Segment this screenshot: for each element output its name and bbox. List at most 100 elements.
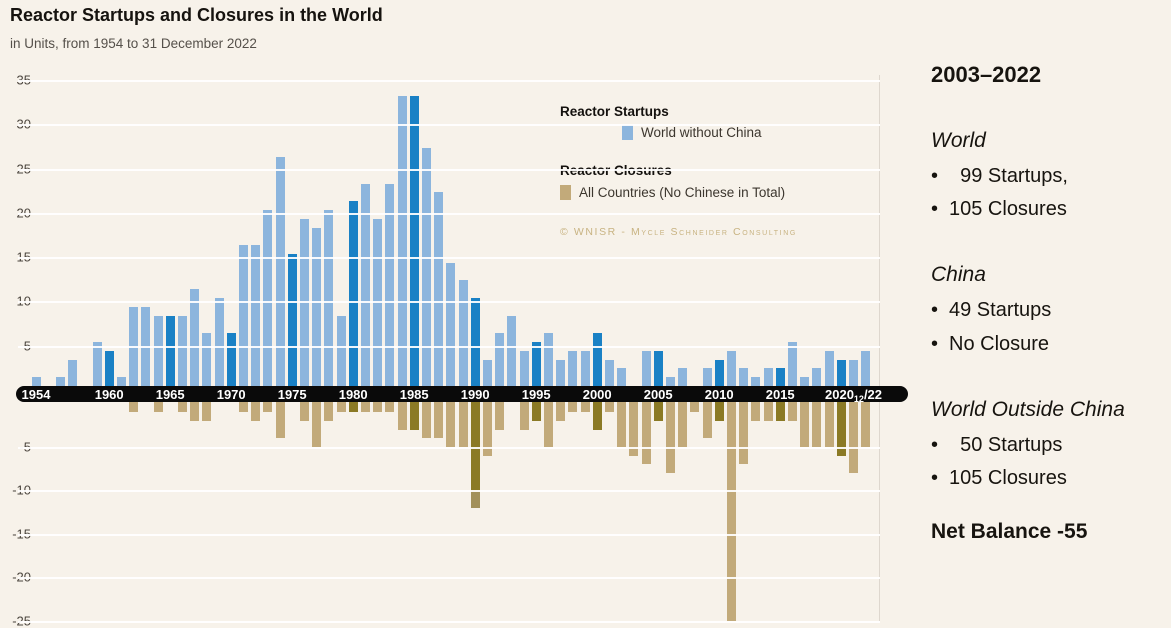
startup-bar-1996: [543, 333, 553, 386]
closure-bar-1988: [446, 402, 456, 447]
startup-bar-1979: [336, 315, 346, 386]
closure-bar-1986: [421, 402, 431, 439]
startup-bar-2005: [653, 350, 663, 386]
closure-bar-1978: [324, 402, 334, 421]
startup-bar-2012: [739, 368, 749, 386]
side-panel-period: 2003–2022: [931, 62, 1042, 87]
startup-bar-1997: [556, 359, 566, 386]
startup-bar-1986: [421, 148, 431, 386]
x-tick-1965: 1965: [155, 386, 185, 402]
closure-bar-1964: [153, 402, 163, 413]
startup-bar-1971: [238, 245, 248, 386]
startup-bar-1983: [385, 183, 395, 386]
startup-color-swatch: [622, 125, 633, 140]
closure-bar-1972: [251, 402, 261, 421]
startup-bar-1959: [92, 342, 102, 386]
gridline-minus-5: [18, 446, 880, 449]
closure-bar-2011: [726, 402, 736, 621]
closure-bar-1981: [360, 402, 370, 413]
closure-bar-1995: [531, 402, 541, 421]
closure-bar-2012: [739, 402, 749, 465]
startup-bar-1991: [482, 359, 492, 386]
gridline-plus-10: [18, 301, 880, 304]
startup-bar-2001: [604, 359, 614, 386]
closure-bar-1971: [238, 402, 248, 413]
x-tick-1970: 1970: [216, 386, 246, 402]
startup-bar-1960: [104, 350, 114, 386]
closure-bar-2005: [653, 402, 663, 421]
bullet-icon: •: [931, 299, 939, 321]
side-panel-bullet: • 50 Startups: [931, 434, 1063, 456]
x-tick-2020-dec-2022: 202012/22: [825, 386, 883, 404]
closure-bar-1984: [397, 402, 407, 430]
closure-bar-1974: [275, 402, 285, 439]
startup-bar-1993: [507, 315, 517, 386]
closure-bar-2014: [763, 402, 773, 421]
closure-bar-1996: [543, 402, 553, 447]
startup-bar-1988: [446, 262, 456, 386]
gridline-plus-25: [18, 168, 880, 171]
startup-bar-2010: [714, 359, 724, 386]
legend-closures-heading: Reactor Closures: [560, 163, 672, 178]
startup-bar-2020: [836, 359, 846, 386]
side-panel-bullet: • 105 Closures: [931, 198, 1067, 220]
startup-bar-2009: [702, 368, 712, 386]
startup-bar-1994: [519, 350, 529, 386]
bullet-icon: •: [931, 198, 939, 220]
startup-bar-1977: [312, 227, 322, 386]
startup-bar-1987: [434, 192, 444, 386]
closure-bar-1980: [348, 402, 358, 413]
y-tick--25: -25: [0, 613, 31, 628]
startup-bar-1998: [568, 350, 578, 386]
side-panel-heading-world-outside-china: World Outside China: [931, 398, 1125, 421]
legend-startups-heading: Reactor Startups: [560, 104, 669, 119]
closure-bar-1983: [385, 402, 395, 413]
closure-bar-1982: [373, 402, 383, 413]
closure-bar-1966: [177, 402, 187, 413]
closure-bar-2002: [617, 402, 627, 447]
x-tick-2015: 2015: [765, 386, 795, 402]
closure-bar-1979: [336, 402, 346, 413]
closure-bar-2010: [714, 402, 724, 421]
x-tick-2000: 2000: [582, 386, 612, 402]
side-panel-bullet: • 99 Startups,: [931, 165, 1068, 187]
copyright-note: © WNISR - Mycle Schneider Consulting: [560, 226, 797, 238]
legend-startups-item: World without China: [622, 125, 762, 140]
gridline-plus-35: [18, 79, 880, 82]
side-panel-heading-china: China: [931, 263, 986, 286]
gridline-plus-15: [18, 257, 880, 260]
gridline-plus-5: [18, 345, 880, 348]
startup-bar-2019: [824, 350, 834, 386]
startup-bar-1985: [409, 95, 419, 386]
startup-bar-2007: [678, 368, 688, 386]
closure-bar-2003: [629, 402, 639, 456]
startup-bar-1966: [177, 315, 187, 386]
closure-bar-1976: [299, 402, 309, 421]
gridline-plus-20: [18, 212, 880, 215]
closure-color-swatch: [560, 185, 571, 200]
startup-bar-2016: [787, 342, 797, 386]
startup-bar-1974: [275, 157, 285, 386]
closure-bar-2019: [824, 402, 834, 447]
startup-bar-2002: [617, 368, 627, 386]
startup-bar-2021: [848, 359, 858, 386]
gridline-minus-20: [18, 577, 880, 580]
legend-closures-item: All Countries (No Chinese in Total): [560, 185, 785, 200]
bullet-icon: •: [931, 165, 939, 187]
closure-bar-1967: [190, 402, 200, 421]
closure-bar-2006: [665, 402, 675, 473]
closure-bar-2004: [641, 402, 651, 465]
x-tick-2010: 2010: [704, 386, 734, 402]
startup-bar-1975: [287, 254, 297, 386]
startup-bar-2004: [641, 350, 651, 386]
x-axis-band: [16, 386, 908, 402]
closure-bar-2018: [812, 402, 822, 447]
startup-bar-1957: [68, 359, 78, 386]
closure-bar-2000: [592, 402, 602, 430]
page-title: Reactor Startups and Closures in the Wor…: [10, 5, 383, 25]
x-tick-1975: 1975: [277, 386, 307, 402]
startup-bar-1989: [458, 280, 468, 386]
startup-bar-1981: [360, 183, 370, 386]
startup-bar-1992: [495, 333, 505, 386]
